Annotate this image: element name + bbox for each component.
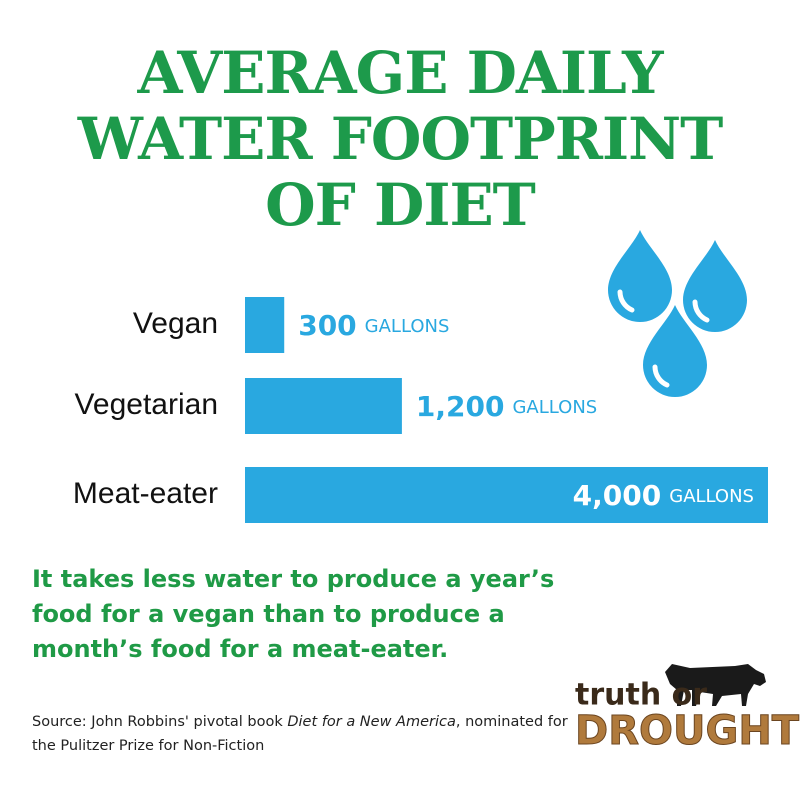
source-book: Diet for a New America [287,714,456,730]
annotation: It takes less water to produce a year’s … [32,565,555,663]
value-label: 1,200 GALLONS [416,390,597,423]
value-unit: GALLONS [512,397,597,418]
value-number: 300 [298,309,356,342]
source-text: Source: John Robbins' pivotal book [32,714,288,730]
bar [245,297,285,353]
chart-title: AVERAGE DAILY WATER FOOTPRINT OF DIET [77,39,724,239]
category-label: Meat-eater [73,477,218,510]
value-unit: GALLONS [365,316,450,337]
logo-cow [665,664,766,706]
source: Source: John Robbins' pivotal book Diet … [32,710,572,758]
category-label: Vegan [133,307,218,340]
logo-text: truth or [575,678,707,713]
source-text: , nominated for the Pulitzer Prize for N… [32,714,568,754]
category-label: Vegetarian [75,388,218,421]
value-number: 4,000 [573,479,662,512]
logo-text: DROUGHT [575,708,800,754]
value-unit: GALLONS [669,486,754,507]
bar [245,467,768,523]
value-number: 1,200 [416,390,505,423]
water-drops [608,230,747,397]
bar [245,378,402,434]
value-label: 300 GALLONS [298,309,449,342]
value-label: 4,000 GALLONS [573,479,754,512]
